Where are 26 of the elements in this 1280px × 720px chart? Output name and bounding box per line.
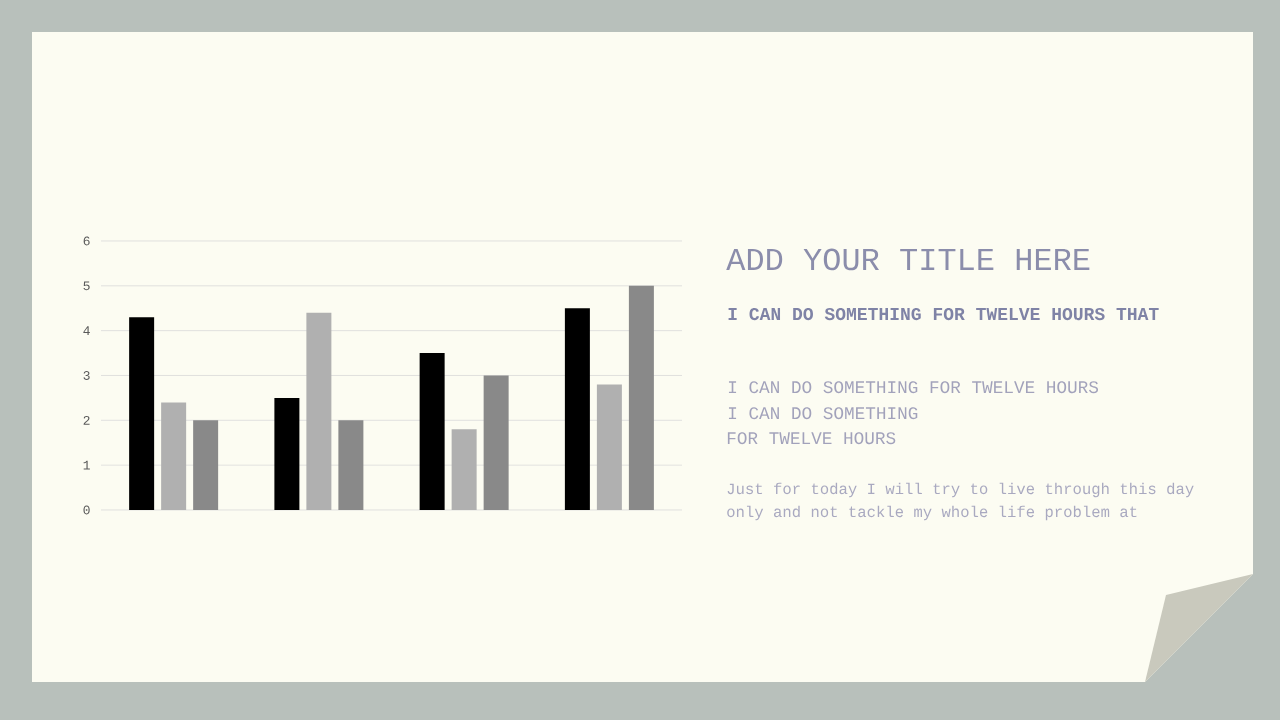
y-tick-label: 5 <box>83 281 90 291</box>
bar <box>451 429 477 510</box>
text: only and not tackle my whole life problem at <box>727 505 1137 521</box>
bar <box>596 384 622 510</box>
y-tick-label: 4 <box>83 326 90 335</box>
bar <box>161 402 187 510</box>
y-tick-label: 3 <box>83 371 90 380</box>
bar <box>306 312 332 510</box>
text: I CAN DO SOMETHING FOR TWELVE HOURS <box>728 381 1099 394</box>
y-tick-label: 0 <box>83 505 90 515</box>
y-tick-label: 2 <box>83 415 90 425</box>
text: ADD YOUR TITLE HERE <box>726 248 1090 271</box>
bar <box>628 285 654 510</box>
bar <box>419 353 445 510</box>
bar <box>193 420 219 510</box>
bar <box>564 308 590 510</box>
text: FOR TWELVE HOURS <box>727 432 896 445</box>
bar <box>483 375 509 510</box>
bar <box>338 420 364 510</box>
bar <box>274 397 300 510</box>
y-tick-label: 6 <box>83 236 90 246</box>
bar <box>129 317 155 510</box>
text: I CAN DO SOMETHING FOR TWELVE HOURS THAT <box>728 307 1159 321</box>
y-tick-label: 1 <box>83 460 90 470</box>
text: I CAN DO SOMETHING <box>728 407 918 420</box>
text: Just for today I will try to live through this day <box>727 482 1194 498</box>
